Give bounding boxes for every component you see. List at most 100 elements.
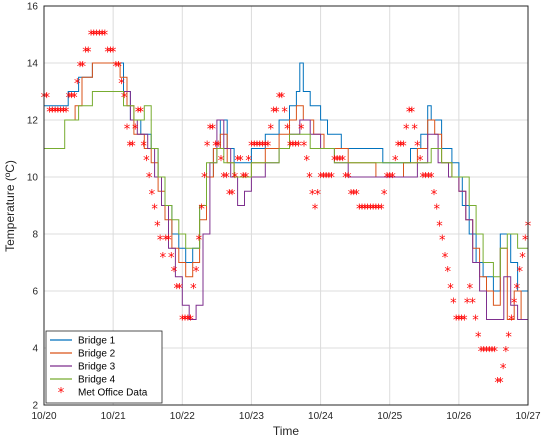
met-office-marker: * (79, 60, 86, 75)
met-office-marker: * (196, 234, 203, 249)
met-office-marker: * (284, 123, 291, 138)
met-office-marker: * (483, 345, 490, 360)
legend-box (45, 330, 163, 404)
met-office-marker: * (179, 314, 186, 329)
met-office-marker: * (243, 171, 250, 186)
met-office-marker: * (259, 140, 266, 155)
met-office-marker: * (301, 140, 308, 155)
met-office-marker: * (279, 91, 286, 106)
met-office-marker: * (198, 202, 205, 217)
met-office-marker: * (362, 202, 369, 217)
met-office-marker: * (386, 171, 393, 186)
met-office-marker: * (290, 140, 297, 155)
met-office-marker: * (292, 140, 299, 155)
met-office-marker: * (436, 219, 443, 234)
met-office-marker: * (320, 171, 327, 186)
met-office-marker: * (245, 154, 252, 169)
met-office-marker: * (115, 60, 122, 75)
met-office-marker: * (420, 171, 427, 186)
met-office-marker: * (475, 331, 482, 346)
met-office-marker: * (77, 60, 84, 75)
met-office-marker: * (193, 265, 200, 280)
met-office-marker: * (406, 105, 413, 120)
met-office-marker: * (168, 251, 175, 266)
x-axis-label: Time (273, 424, 300, 438)
met-office-marker: * (138, 105, 145, 120)
met-office-marker: * (71, 91, 78, 106)
met-office-marker: * (516, 265, 523, 280)
met-office-marker: * (356, 202, 363, 217)
met-office-marker: * (447, 282, 454, 297)
y-tick-label: 2 (32, 401, 38, 412)
met-office-marker: * (55, 105, 62, 120)
met-office-marker: * (110, 46, 117, 61)
met-office-marker: * (237, 154, 244, 169)
y-tick-label: 14 (27, 59, 39, 70)
met-office-marker: * (254, 140, 261, 155)
met-office-marker: * (143, 154, 150, 169)
met-office-marker: * (303, 154, 310, 169)
met-office-marker: * (486, 345, 493, 360)
met-office-marker: * (456, 314, 463, 329)
met-office-marker: * (234, 154, 241, 169)
met-office-marker: * (232, 171, 239, 186)
met-office-marker: * (60, 105, 67, 120)
met-office-marker: * (99, 29, 106, 44)
met-office-marker: * (367, 202, 374, 217)
met-office-marker: * (328, 171, 335, 186)
x-tick-label: 10/22 (170, 411, 195, 422)
met-office-marker: * (182, 314, 189, 329)
met-office-marker: * (398, 140, 405, 155)
met-office-marker: * (165, 234, 172, 249)
met-office-marker: * (353, 188, 360, 203)
met-office-marker: * (160, 251, 167, 266)
met-office-marker: * (201, 171, 208, 186)
met-office-marker: * (414, 140, 421, 155)
x-tick-label: 10/23 (239, 411, 264, 422)
met-office-marker: * (226, 188, 233, 203)
met-office-marker: * (511, 296, 518, 311)
met-office-marker: * (453, 314, 460, 329)
y-tick-label: 6 (32, 287, 38, 298)
met-office-marker: * (514, 282, 521, 297)
y-tick-label: 10 (27, 173, 39, 184)
met-office-marker: * (66, 91, 73, 106)
met-office-marker: * (505, 331, 512, 346)
met-office-marker: * (522, 234, 529, 249)
met-office-marker: * (268, 123, 275, 138)
met-office-marker: * (74, 77, 81, 92)
met-office-marker: * (359, 202, 366, 217)
plot-frame (43, 5, 529, 406)
met-office-marker: * (176, 282, 183, 297)
met-office-marker: * (256, 140, 263, 155)
met-office-marker: * (489, 345, 496, 360)
met-office-marker: * (209, 123, 216, 138)
met-office-marker: * (107, 46, 114, 61)
met-office-marker: * (323, 171, 330, 186)
met-office-marker: * (450, 296, 457, 311)
met-office-marker: * (187, 314, 194, 329)
met-office-marker: * (425, 171, 432, 186)
met-office-marker: * (392, 154, 399, 169)
met-office-marker: * (124, 123, 131, 138)
met-office-marker: * (497, 376, 504, 391)
met-office-marker: * (403, 123, 410, 138)
met-office-marker: * (417, 154, 424, 169)
met-office-marker: * (326, 171, 333, 186)
met-office-marker: * (409, 105, 416, 120)
met-office-marker: * (467, 282, 474, 297)
met-office-marker: * (500, 362, 507, 377)
met-office-marker: * (375, 202, 382, 217)
met-office-marker: * (91, 29, 98, 44)
met-office-marker: * (276, 91, 283, 106)
met-office-marker: * (503, 345, 510, 360)
met-office-marker: * (185, 314, 192, 329)
met-office-marker: * (378, 202, 385, 217)
met-office-marker: * (207, 123, 214, 138)
met-office-marker: * (478, 345, 485, 360)
met-office-marker: * (251, 140, 258, 155)
met-office-marker: * (135, 105, 142, 120)
x-tick-label: 10/27 (515, 411, 540, 422)
met-office-marker: * (118, 77, 125, 92)
